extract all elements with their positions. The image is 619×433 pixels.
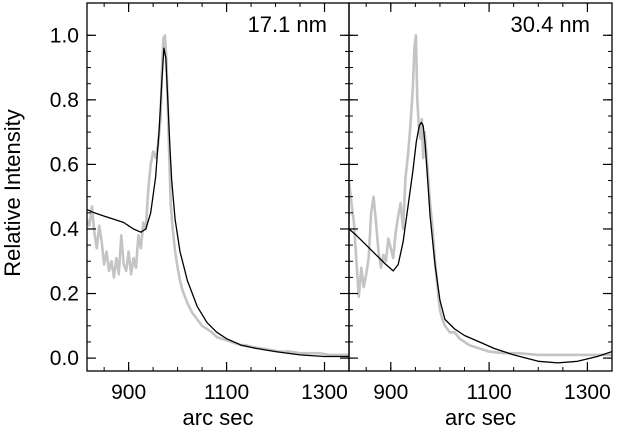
panel-label: 17.1 nm [248, 12, 328, 37]
model-series-line [349, 121, 612, 364]
x-tick-label: 1300 [301, 381, 348, 404]
x-tick-label: 900 [111, 381, 146, 404]
x-tick-label: 900 [373, 381, 408, 404]
observed-series-line [87, 33, 349, 357]
y-tick-label: 1.0 [50, 24, 79, 47]
y-tick-label: 0.2 [50, 283, 79, 306]
panel-label: 30.4 nm [511, 12, 591, 37]
model-series-line [87, 47, 349, 358]
plot-frame [86, 2, 350, 372]
y-tick-label: 0.0 [50, 347, 79, 370]
x-tick-label: 1100 [204, 381, 249, 404]
plot-frame [348, 2, 613, 372]
y-axis-title: Relative Intensity [0, 109, 25, 277]
x-tick-label: 1300 [564, 381, 611, 404]
panel-30-4nm: 900 1100 1300 arc sec 30.4 nm [348, 2, 613, 430]
x-tick-label: 1100 [467, 381, 512, 404]
y-tick-label: 0.4 [50, 218, 80, 241]
x-axis-title: arc sec [183, 405, 254, 430]
y-tick-label: 0.8 [50, 89, 79, 112]
y-tick-label: 0.6 [50, 153, 79, 176]
observed-series-line [349, 33, 612, 357]
panel-17-1nm: 0.0 0.2 0.4 0.6 0.8 1.0 900 1100 1300 arc sec 17.1… [50, 2, 350, 430]
x-axis-title: arc sec [445, 405, 516, 430]
